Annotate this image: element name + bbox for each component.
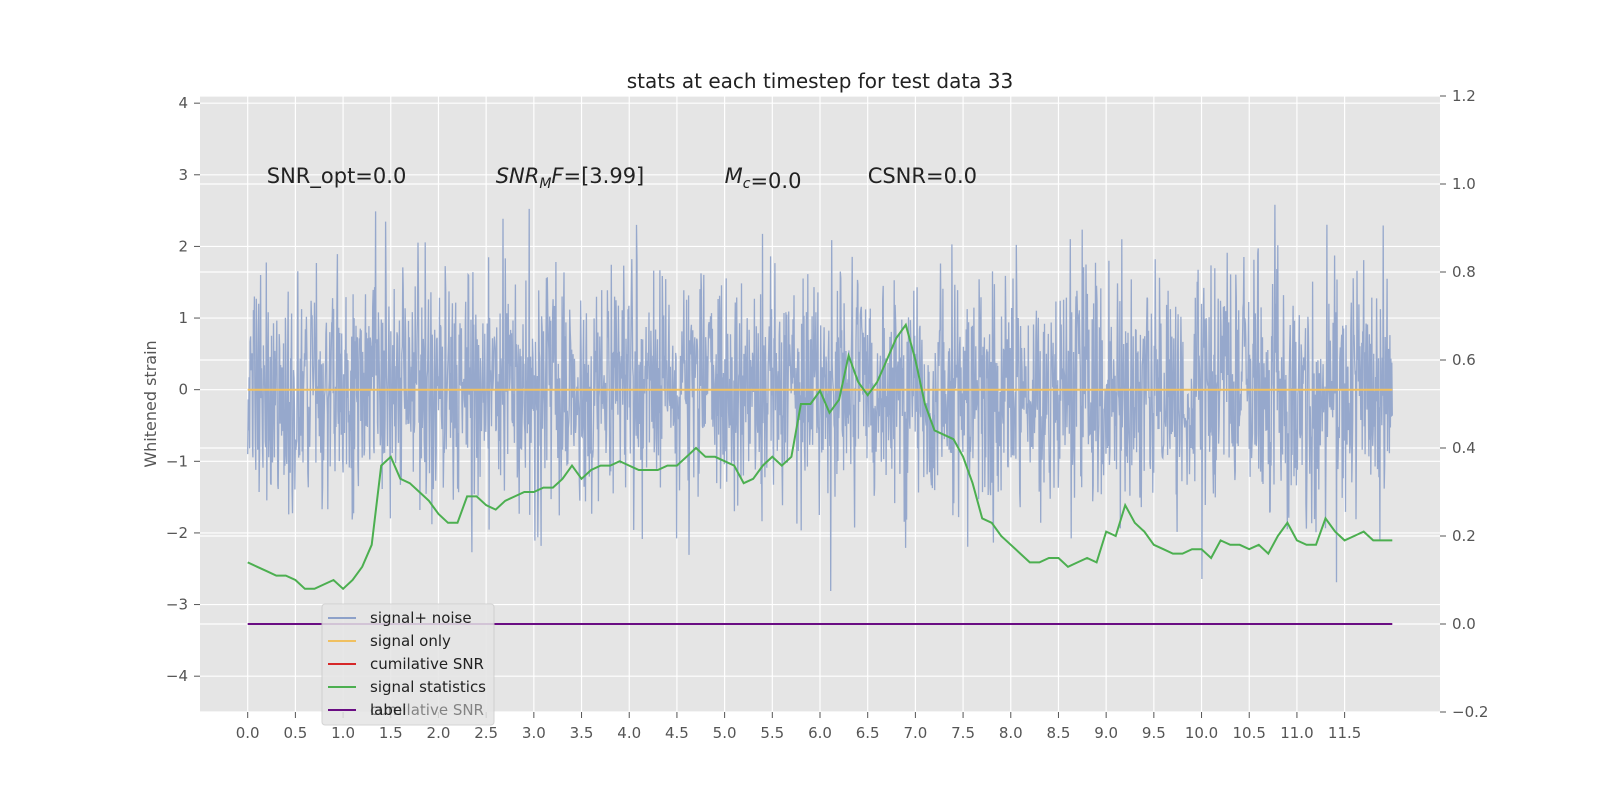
annotation-0: SNR_opt=0.0 xyxy=(267,164,407,189)
annotations: SNR_opt=0.0 SNRMF=[3.99] Mc=0.0 CSNR=0.0 xyxy=(267,164,977,193)
y-tick-label: 3 xyxy=(178,166,188,184)
y2-axis-ticks: 1.2 1.0 0.8 0.6 0.4 0.2 0.0 −0.2 xyxy=(1440,87,1488,721)
x-tick-label: 3.0 xyxy=(522,724,546,742)
y-tick-label: −2 xyxy=(166,524,188,542)
y-tick-label: −3 xyxy=(166,596,188,614)
y2-tick-label: 0.4 xyxy=(1452,439,1476,457)
x-tick-label: 10.5 xyxy=(1233,724,1266,742)
annotation-3: CSNR=0.0 xyxy=(868,164,977,188)
x-tick-label: 8.5 xyxy=(1047,724,1071,742)
x-tick-label: 2.5 xyxy=(474,724,498,742)
y2-tick-label: 1.2 xyxy=(1452,87,1476,105)
x-tick-label: 8.0 xyxy=(999,724,1023,742)
y2-tick-label: 0.8 xyxy=(1452,263,1476,281)
x-tick-label: 2.0 xyxy=(427,724,451,742)
signal-noise-trace xyxy=(247,204,1393,592)
legend-label: signal statistics xyxy=(370,678,486,696)
annotation-2: Mc=0.0 xyxy=(725,164,802,193)
y2-tick-label: 0.2 xyxy=(1452,527,1476,545)
y2-tick-label: −0.2 xyxy=(1452,703,1488,721)
series-signal-statistics xyxy=(247,322,1393,591)
x-tick-label: 1.5 xyxy=(379,724,403,742)
x-tick-label: 5.0 xyxy=(713,724,737,742)
x-tick-label: 5.5 xyxy=(760,724,784,742)
y-axis-label: Whitened strain xyxy=(141,340,160,467)
x-tick-label: 6.0 xyxy=(808,724,832,742)
x-tick-label: 9.0 xyxy=(1094,724,1118,742)
legend: signal+ noise signal only cumilative SNR si… xyxy=(321,603,495,726)
y2-tick-label: 1.0 xyxy=(1452,175,1476,193)
legend-label: cumilative SNR xyxy=(370,655,484,673)
x-tick-label: 4.5 xyxy=(665,724,689,742)
x-tick-label: 7.5 xyxy=(951,724,975,742)
legend-box xyxy=(321,603,495,726)
legend-label: signal only xyxy=(370,632,451,650)
x-tick-label: 11.5 xyxy=(1328,724,1361,742)
y-tick-label: −1 xyxy=(166,452,188,470)
x-tick-label: 10.0 xyxy=(1185,724,1218,742)
y-axis-ticks: 4 3 2 1 0 −1 −2 −3 −4 xyxy=(166,94,200,685)
legend-label: signal+ noise xyxy=(370,609,472,627)
legend-ghost-label: cumilative SNR xyxy=(370,701,484,719)
y-tick-label: 1 xyxy=(178,309,188,327)
y-tick-label: 4 xyxy=(178,94,188,112)
x-tick-label: 3.5 xyxy=(570,724,594,742)
x-tick-label: 11.0 xyxy=(1280,724,1313,742)
series-signal-noise xyxy=(247,204,1393,592)
chart-title: stats at each timestep for test data 33 xyxy=(627,69,1013,93)
x-tick-label: 6.5 xyxy=(856,724,880,742)
y-tick-label: 2 xyxy=(178,237,188,255)
x-tick-label: 1.0 xyxy=(331,724,355,742)
legend-label: label xyxy=(370,701,406,719)
x-tick-label: 4.0 xyxy=(617,724,641,742)
x-tick-label: 0.5 xyxy=(283,724,307,742)
y2-tick-label: 0.6 xyxy=(1452,351,1476,369)
x-tick-label: 7.0 xyxy=(903,724,927,742)
y-tick-label: 0 xyxy=(178,381,188,399)
x-axis-ticks: 0.0 0.5 1.0 1.5 2.0 2.5 3.0 3.5 4.0 4.5 5.0 5.5 6.0 6… xyxy=(236,712,1361,742)
x-tick-label: 9.5 xyxy=(1142,724,1166,742)
annotation-1: SNRMF=[3.99] xyxy=(496,164,645,192)
y2-tick-label: 0.0 xyxy=(1452,615,1476,633)
y-tick-label: −4 xyxy=(166,667,188,685)
x-tick-label: 0.0 xyxy=(236,724,260,742)
